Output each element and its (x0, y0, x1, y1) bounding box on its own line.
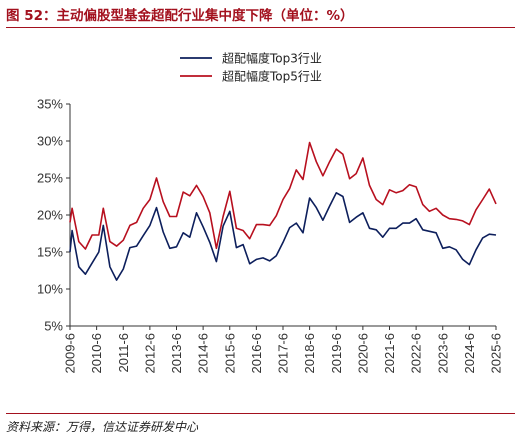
y-axis: 5% 10% 15% 20% 25% 30% 35% (37, 97, 71, 334)
x-tick-label: 2009-6 (63, 333, 78, 373)
x-tick-label: 2018-6 (302, 333, 317, 373)
x-tick-label: 2020-6 (355, 333, 370, 373)
title-rule (6, 27, 515, 28)
x-tick-label: 2017-6 (276, 333, 291, 373)
y-tick-label: 30% (37, 134, 63, 149)
x-tick-label: 2025-6 (489, 333, 504, 373)
x-tick-label: 2010-6 (89, 333, 104, 373)
x-tick-label: 2023-6 (435, 333, 450, 373)
series-line-1 (69, 192, 497, 281)
y-tick-label: 5% (44, 319, 63, 334)
y-tick-label: 20% (37, 208, 63, 223)
x-tick-label: 2012-6 (142, 333, 157, 373)
x-tick-label: 2019-6 (329, 333, 344, 373)
x-tick-label: 2021-6 (382, 333, 397, 373)
legend-label-1: 超配幅度Top3行业 (222, 51, 322, 66)
x-tick-label: 2013-6 (169, 333, 184, 373)
x-axis: 2009-6 2010-6 2011-6 2012-6 2013-6 2014-6 2015… (63, 325, 504, 373)
legend-label-2: 超配幅度Top5行业 (222, 69, 322, 84)
source-rule (6, 413, 515, 414)
figure-title: 图 52：主动偏股型基金超配行业集中度下降（单位：%） (6, 8, 354, 24)
x-tick-label: 2024-6 (462, 333, 477, 373)
series-line-2 (69, 141, 497, 250)
series-group (69, 141, 497, 281)
y-tick-label: 15% (37, 245, 63, 260)
y-tick-label: 10% (37, 282, 63, 297)
x-tick-label: 2015-6 (222, 333, 237, 373)
y-tick-label: 25% (37, 171, 63, 186)
x-tick-label: 2014-6 (196, 333, 211, 373)
source-note: 资料来源：万得，信达证券研发中心 (6, 420, 199, 434)
x-tick-label: 2016-6 (249, 333, 264, 373)
x-tick-label: 2022-6 (409, 333, 424, 373)
y-tick-label: 35% (37, 97, 63, 112)
x-tick-label: 2011-6 (116, 333, 131, 373)
